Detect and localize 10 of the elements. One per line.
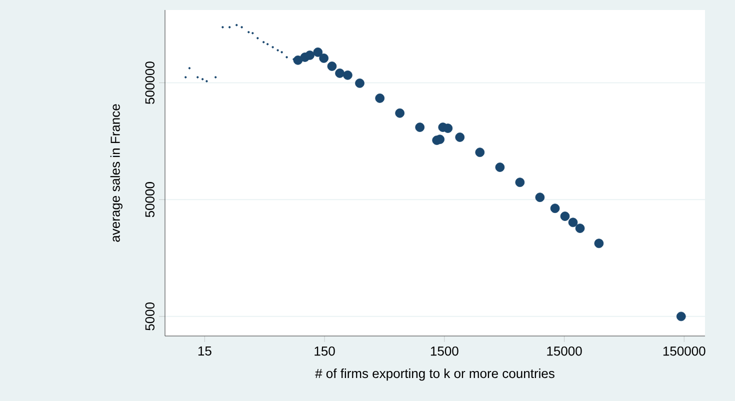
x-tick-label: 15 (198, 346, 212, 356)
x-tick-label: 1500 (430, 346, 458, 356)
x-tick-label: 150000 (663, 346, 706, 356)
y-tick-label: 50000 (145, 182, 154, 218)
y-tick-label: 500000 (145, 62, 154, 104)
x-tick-label: 150 (314, 346, 335, 356)
y-tick-label: 5000 (145, 302, 154, 330)
x-tick-label: 15000 (547, 346, 582, 356)
y-axis-title: average sales in France (110, 104, 122, 242)
x-axis-title: # of firms exporting to k or more countries (315, 368, 554, 381)
